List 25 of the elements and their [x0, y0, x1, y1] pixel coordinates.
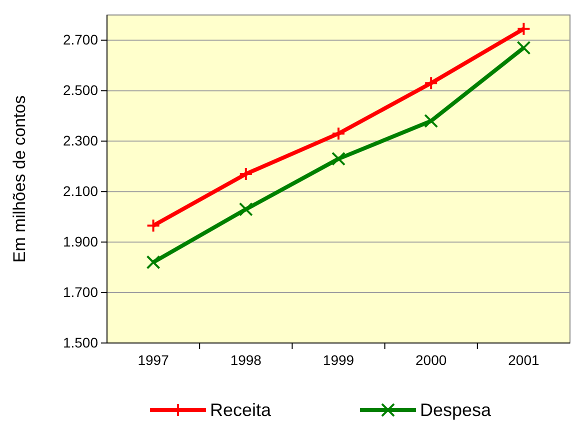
legend-label: Receita — [210, 400, 272, 420]
point — [146, 218, 160, 233]
y-tick-label: 2.100 — [62, 183, 98, 200]
point — [516, 22, 531, 36]
x-tick-label: 2000 — [416, 352, 447, 368]
x-tick-label: 2001 — [508, 352, 540, 368]
point — [146, 255, 160, 270]
x-tick-label: 1997 — [138, 352, 170, 368]
point — [332, 152, 346, 166]
point — [424, 76, 438, 90]
y-tick-label: 2.700 — [62, 32, 98, 48]
point — [238, 202, 253, 216]
y-tick-label: 1.500 — [62, 334, 98, 350]
point — [332, 126, 346, 141]
x-tick-label: 1998 — [230, 352, 262, 368]
y-tick-label: 2.500 — [62, 82, 98, 98]
y-tick-label: 2.300 — [62, 132, 98, 149]
point — [238, 166, 253, 181]
point — [424, 114, 438, 128]
legend-label: Despesa — [420, 400, 492, 420]
x-tick-label: 1999 — [322, 352, 354, 368]
y-axis-title: Em milhões de contos — [10, 95, 29, 263]
y-tick-label: 1.900 — [62, 234, 98, 250]
point — [516, 40, 531, 55]
y-tick-label: 1.700 — [62, 284, 98, 300]
